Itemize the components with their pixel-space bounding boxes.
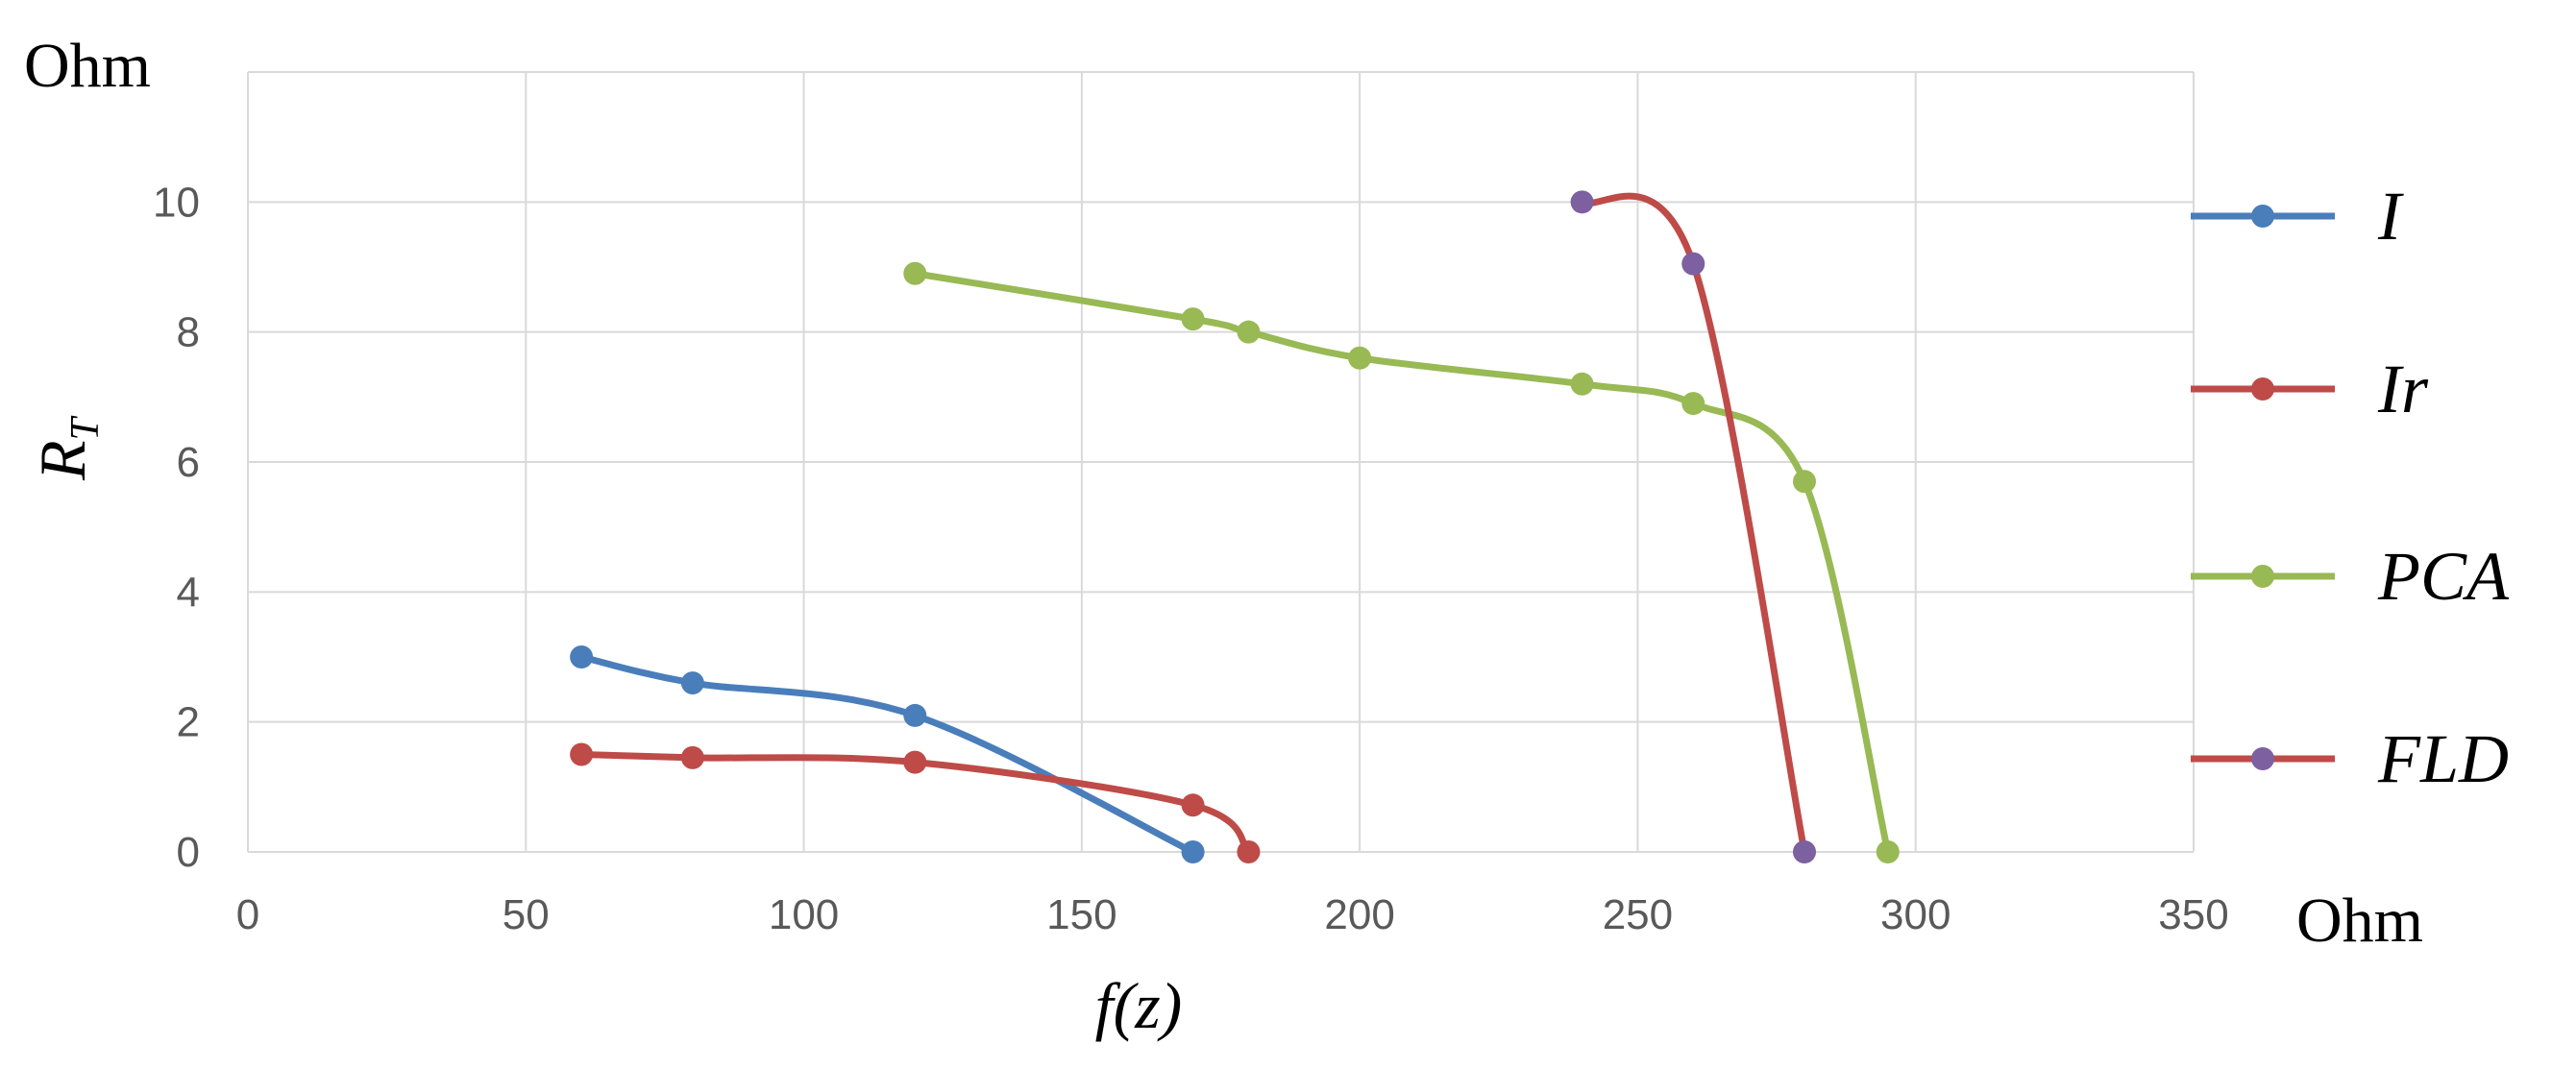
y-tick-label: 2 xyxy=(177,699,200,746)
legend-item-ir: Ir xyxy=(2191,351,2429,427)
legend: I Ir PCA FLD xyxy=(2191,178,2510,797)
y-tick-label: 0 xyxy=(177,829,200,876)
legend-swatch-marker xyxy=(2251,205,2274,228)
data-point xyxy=(680,671,704,695)
series-line xyxy=(577,653,1197,856)
x-unit-label: Ohm xyxy=(2296,886,2423,956)
legend-label: PCA xyxy=(2377,538,2510,615)
x-tick-label: 100 xyxy=(769,891,839,938)
series-fld xyxy=(1570,190,1816,863)
series-i xyxy=(570,645,1205,863)
series-line xyxy=(911,270,1892,856)
y-tick-label: 10 xyxy=(153,179,200,226)
x-tick-label: 150 xyxy=(1046,891,1116,938)
data-point xyxy=(1681,392,1705,416)
x-axis-title: f(z) xyxy=(1095,969,1183,1042)
legend-label: Ir xyxy=(2377,351,2429,427)
data-point xyxy=(1570,190,1594,214)
y-axis-title-subscript: T xyxy=(63,415,108,440)
x-tick-label: 0 xyxy=(236,891,259,938)
legend-swatch-marker xyxy=(2251,377,2274,401)
data-point xyxy=(1348,346,1372,370)
legend-label: FLD xyxy=(2377,720,2509,797)
legend-item-fld: FLD xyxy=(2191,720,2509,797)
data-point xyxy=(1681,252,1705,276)
data-point xyxy=(903,261,927,285)
legend-swatch-marker xyxy=(2251,565,2274,588)
gridlines xyxy=(247,71,2195,853)
legend-swatch-marker xyxy=(2251,747,2274,770)
data-point xyxy=(1237,320,1261,344)
data-point xyxy=(1237,840,1261,863)
y-tick-label: 6 xyxy=(177,439,200,486)
x-tick-label: 250 xyxy=(1603,891,1673,938)
data-point xyxy=(903,703,927,727)
legend-item-pca: PCA xyxy=(2191,538,2510,615)
x-tick-label: 50 xyxy=(503,891,550,938)
y-unit-label: Ohm xyxy=(24,31,151,101)
data-point xyxy=(1793,840,1816,863)
x-tick-label: 200 xyxy=(1324,891,1394,938)
data-point xyxy=(1181,307,1205,331)
legend-label: I xyxy=(2377,178,2404,255)
data-point xyxy=(680,745,704,769)
x-tick-label: 350 xyxy=(2158,891,2228,938)
data-point xyxy=(1570,372,1594,396)
series-ir xyxy=(570,742,1261,863)
tick-labels: 0 50 100 150 200 250 300 350 0 2 4 6 8 10 xyxy=(153,179,2229,938)
data-point xyxy=(570,742,594,766)
x-tick-label: 300 xyxy=(1880,891,1950,938)
series xyxy=(570,190,1900,863)
data-point xyxy=(903,750,927,774)
data-point xyxy=(1181,793,1205,817)
data-point xyxy=(1793,470,1816,494)
y-tick-label: 4 xyxy=(177,569,200,616)
data-point xyxy=(1876,840,1900,863)
legend-item-i: I xyxy=(2191,178,2404,255)
series-pca xyxy=(903,261,1900,863)
data-point xyxy=(1181,840,1205,863)
y-axis-title: RT xyxy=(26,415,108,481)
y-tick-label: 8 xyxy=(177,309,200,356)
series-line xyxy=(1579,192,1808,856)
y-axis-title-main: R xyxy=(26,440,99,481)
data-point xyxy=(570,645,594,668)
